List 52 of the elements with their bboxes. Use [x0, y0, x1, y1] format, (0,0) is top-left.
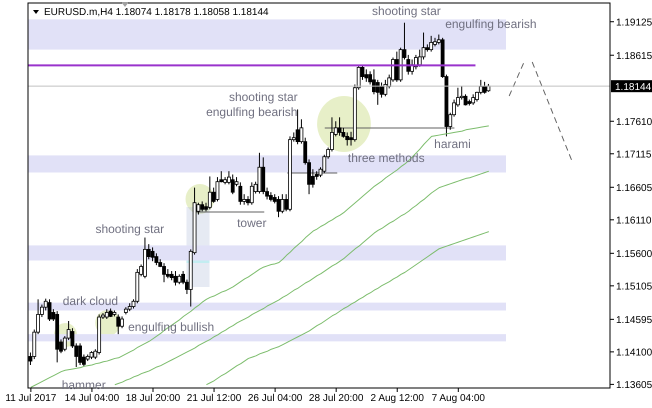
annotation: engulfing bearish [206, 105, 298, 119]
candlestick [120, 316, 124, 329]
y-tick-label: 1.14100 [616, 347, 652, 358]
candlestick [48, 298, 52, 322]
x-tick-label: 7 Aug 04:00 [432, 393, 486, 404]
annotation: shooting star [372, 4, 441, 18]
candlestick [364, 68, 368, 82]
x-tick-label: 28 Jul 20:00 [308, 393, 364, 404]
candlestick [78, 342, 82, 366]
chart-title: EURUSD.m,H4 1.18074 1.18178 1.18058 1.18144 [44, 7, 270, 18]
annotation: harami [434, 137, 471, 151]
candlestick [338, 116, 342, 136]
annotation: shooting star [228, 90, 298, 104]
candlestick [104, 308, 109, 320]
candlestick [296, 108, 300, 145]
x-tick-label: 21 Jul 12:00 [186, 393, 242, 404]
y-tick-label: 1.15600 [616, 248, 652, 260]
candlestick [174, 270, 178, 286]
candlestick [162, 262, 166, 283]
y-tick-label: 1.16605 [616, 182, 652, 194]
y-tick-label: 1.15105 [616, 281, 652, 292]
y-tick-label: 1.16110 [616, 215, 652, 226]
y-tick-label: 1.14595 [616, 314, 652, 326]
candlestick [280, 194, 284, 214]
candlestick [208, 176, 212, 210]
y-tick-label: 1.19125 [616, 17, 652, 28]
candlestick [230, 174, 235, 195]
annotation: dark cloud [62, 294, 118, 308]
candlestick [429, 35, 434, 52]
annotation: engulfing bearish [445, 17, 537, 31]
candlestick [250, 182, 254, 206]
candlestick [482, 81, 487, 94]
y-tick-label: 1.17610 [616, 116, 652, 128]
candlestick [177, 274, 182, 285]
annotation: tower [237, 216, 266, 230]
x-tick-label: 2 Aug 12:00 [370, 393, 424, 404]
y-tick-label: 1.17115 [616, 149, 652, 160]
line-series [30, 125, 490, 388]
candlestick [276, 196, 280, 218]
ref-line-label: 1.18144 [615, 82, 652, 94]
x-tick-label: 14 Jul 04:00 [64, 393, 120, 404]
candlestick [150, 246, 154, 262]
y-tick-label: 1.18615 [616, 50, 652, 62]
candlestick [116, 314, 120, 335]
x-tick-label: 18 Jul 20:00 [126, 393, 181, 404]
x-tick-label: 26 Jul 04:00 [248, 393, 303, 404]
y-tick-label: 1.13605 [616, 380, 652, 391]
candlestick [268, 192, 273, 202]
candlestick [471, 94, 476, 106]
annotation: shooting star [95, 222, 164, 236]
x-tick-label: 11 Jul 2017 [5, 393, 57, 404]
candlestick [345, 132, 350, 146]
